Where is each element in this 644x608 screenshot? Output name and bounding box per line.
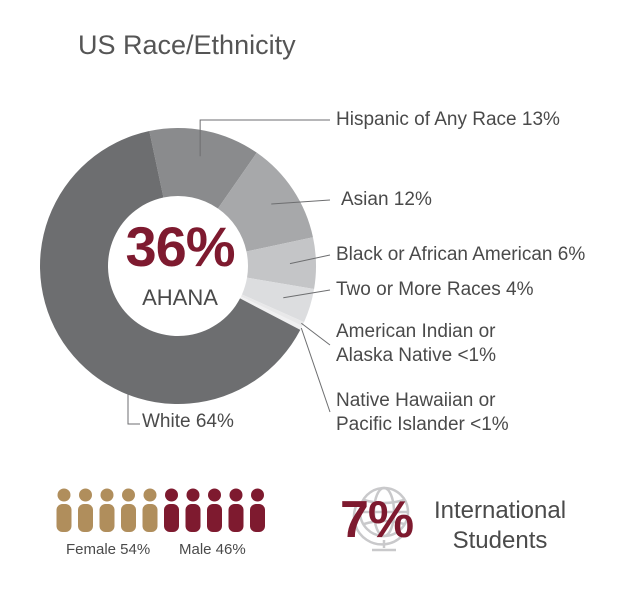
slice-white bbox=[39, 131, 301, 404]
chart-title: US Race/Ethnicity bbox=[78, 30, 296, 60]
male-person-icon bbox=[228, 488, 244, 532]
international-label: International Students bbox=[430, 496, 570, 556]
ahana-percent: 36% bbox=[125, 215, 235, 278]
label-two-or-more: Two or More Races 4% bbox=[336, 279, 534, 300]
leader-white bbox=[127, 368, 140, 425]
male-person-icon bbox=[164, 488, 179, 532]
label-hispanic: Hispanic of Any Race 13% bbox=[336, 109, 560, 130]
label-native-hawaiian: Native Hawaiian or Pacific Islander <1% bbox=[336, 390, 509, 435]
leader-hispanic bbox=[199, 119, 330, 157]
leader-native-hawaiian bbox=[300, 327, 331, 413]
slice-hispanic bbox=[149, 128, 257, 209]
label-black: Black or African American 6% bbox=[336, 244, 586, 265]
male-person-icon bbox=[207, 488, 222, 532]
male-label: Male 46% bbox=[179, 541, 246, 558]
leader-asian bbox=[271, 199, 331, 205]
slice-asian bbox=[217, 152, 313, 252]
female-label: Female 54% bbox=[66, 541, 151, 558]
female-person-icon bbox=[56, 488, 72, 532]
leader-two-or-more bbox=[283, 289, 331, 299]
label-american-indian: American Indian or Alaska Native <1% bbox=[336, 321, 496, 366]
label-asian: Asian 12% bbox=[341, 189, 432, 210]
leader-black bbox=[289, 254, 331, 265]
slice-black bbox=[246, 237, 316, 290]
gender-people-icons bbox=[56, 488, 265, 532]
male-person-icon bbox=[185, 488, 201, 532]
slice-native-hawaiian bbox=[240, 296, 303, 330]
slice-two-or-more bbox=[241, 277, 315, 323]
label-white: White 64% bbox=[142, 411, 234, 432]
slice-american-indian bbox=[241, 294, 305, 327]
female-person-icon bbox=[78, 488, 93, 532]
globe-icon bbox=[352, 486, 410, 552]
male-person-icon bbox=[250, 488, 265, 532]
female-person-icon bbox=[142, 488, 158, 532]
international-label-line2: Students bbox=[452, 527, 548, 554]
ahana-label: AHANA bbox=[142, 285, 218, 310]
international-label-line1: International bbox=[433, 497, 567, 524]
leader-american-indian bbox=[301, 322, 331, 346]
female-person-icon bbox=[99, 488, 115, 532]
international-percent: 7% bbox=[340, 491, 414, 549]
female-person-icon bbox=[121, 488, 136, 532]
